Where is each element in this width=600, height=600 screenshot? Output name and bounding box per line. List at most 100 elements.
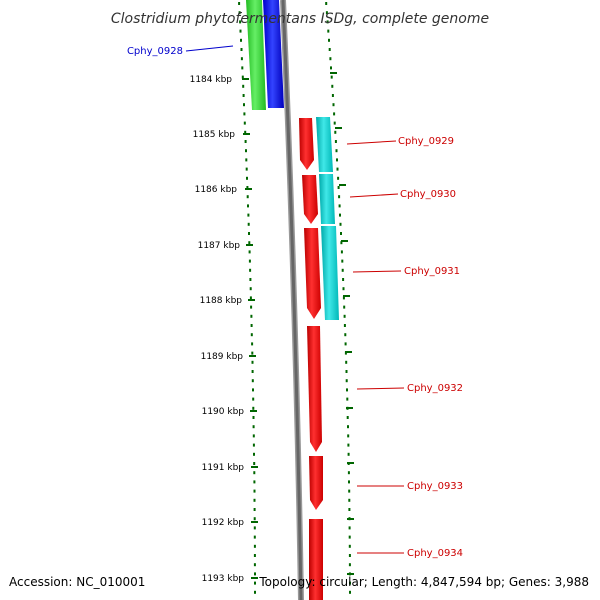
guide-dot [345, 370, 348, 373]
guide-dot [347, 425, 349, 429]
guide-dot [331, 94, 334, 97]
guide-dot [344, 351, 347, 355]
guide-dot [340, 232, 342, 235]
leader-line [356, 387, 405, 390]
guide-dot [249, 287, 252, 291]
guide-dot [253, 526, 256, 530]
guide-dot [325, 2, 328, 5]
guide-dot [246, 176, 248, 180]
cds-arrow-cphy-0932 [307, 326, 322, 452]
guide-dot [242, 84, 245, 88]
guide-dot [241, 66, 244, 70]
guide-dot [244, 130, 247, 134]
cds-arrow-cphy-0930 [302, 175, 318, 224]
guide-dot [253, 480, 256, 484]
guide-dot [253, 508, 256, 511]
guide-dot [249, 268, 252, 272]
leader-line [349, 193, 399, 198]
guide-dot [347, 443, 350, 447]
guide-dot [253, 471, 256, 475]
tick-label: 1184 kbp [190, 75, 233, 85]
guide-dot [238, 11, 241, 15]
backbone-arc-highlight [281, 0, 303, 600]
gene-label-cphy-0930[interactable]: Cphy_0930 [400, 189, 456, 200]
guide-dot [251, 351, 254, 355]
guide-dot [348, 544, 351, 548]
guide-dot [247, 222, 250, 226]
guide-dot [247, 213, 250, 217]
tick-label: 1186 kbp [195, 185, 238, 195]
guide-dot [328, 48, 331, 51]
guide-dot [349, 590, 351, 594]
dotted-guide-arcs [238, 2, 351, 594]
guide-dot [348, 535, 351, 539]
guide-dot [345, 379, 348, 383]
guide-dot [334, 140, 337, 143]
guide-dot [245, 149, 247, 153]
ruler: 1184 kbp 1185 kbp 1186 kbp 1187 kbp 1188… [190, 75, 258, 584]
genome-stats-text: Topology: circular; Length: 4,847,594 bp… [258, 575, 589, 589]
gene-labels: Cphy_0928 Cphy_0929 Cphy_0930 Cphy_0931 … [127, 45, 463, 559]
guide-dot [243, 121, 246, 125]
guide-dot [342, 287, 345, 291]
guide-dot [339, 213, 341, 217]
guide-dot [344, 342, 347, 346]
guide-dot [345, 360, 348, 364]
gene-label-cphy-0928[interactable]: Cphy_0928 [127, 46, 183, 57]
gene-label-cphy-0934[interactable]: Cphy_0934 [407, 548, 463, 559]
guide-dot [251, 379, 254, 383]
guide-dot [252, 416, 255, 419]
gene-label-cphy-0931[interactable]: Cphy_0931 [404, 266, 460, 277]
guide-dot [250, 305, 253, 309]
guide-dot [254, 581, 256, 585]
guide-dot [328, 38, 330, 42]
guide-dot [254, 590, 256, 594]
guide-dot [253, 498, 256, 502]
cds-arrow-cphy-0929 [299, 118, 314, 170]
guide-dot [347, 471, 350, 475]
guide-dot [253, 535, 256, 539]
guide-dot [346, 416, 349, 419]
guide-dot [329, 57, 332, 61]
tick-label: 1191 kbp [202, 463, 245, 473]
outer-ruler-ticks [330, 72, 354, 575]
guide-dot [343, 305, 346, 309]
gene-label-cphy-0933[interactable]: Cphy_0933 [407, 481, 463, 492]
guide-dot [338, 195, 341, 199]
guide-dot [333, 121, 336, 125]
guide-dot [339, 222, 342, 226]
guide-dot [254, 572, 256, 576]
guide-dot [243, 112, 246, 116]
guide-dot [252, 397, 255, 401]
guide-dot [247, 204, 249, 208]
guide-dot [248, 259, 251, 263]
guide-dot [333, 112, 336, 116]
guide-dot [239, 20, 242, 24]
guide-dot [336, 167, 339, 171]
leader-line [346, 140, 397, 145]
guide-dot [244, 140, 247, 143]
guide-dot [251, 370, 254, 373]
gene-label-cphy-0929[interactable]: Cphy_0929 [398, 136, 454, 147]
guide-dot [248, 250, 251, 254]
leader-line [185, 45, 234, 52]
guide-dot [248, 241, 251, 245]
guide-dot [346, 397, 349, 401]
guide-dot [240, 38, 242, 42]
cds-arrow-cphy-0934 [309, 519, 323, 600]
guide-dot [342, 278, 345, 281]
guide-dot [252, 434, 255, 438]
guide-dot [252, 388, 254, 392]
gene-label-cphy-0932[interactable]: Cphy_0932 [407, 383, 463, 394]
cyan-bar-3 [321, 226, 339, 320]
guide-dot [252, 406, 255, 410]
tick-label: 1189 kbp [201, 352, 244, 362]
guide-dot [325, 11, 328, 15]
guide-dot [250, 333, 253, 337]
upper-features [246, 0, 284, 110]
guide-dot [251, 360, 254, 364]
tick-label: 1187 kbp [198, 241, 241, 251]
guide-dot [335, 149, 338, 153]
guide-dot [249, 296, 252, 300]
